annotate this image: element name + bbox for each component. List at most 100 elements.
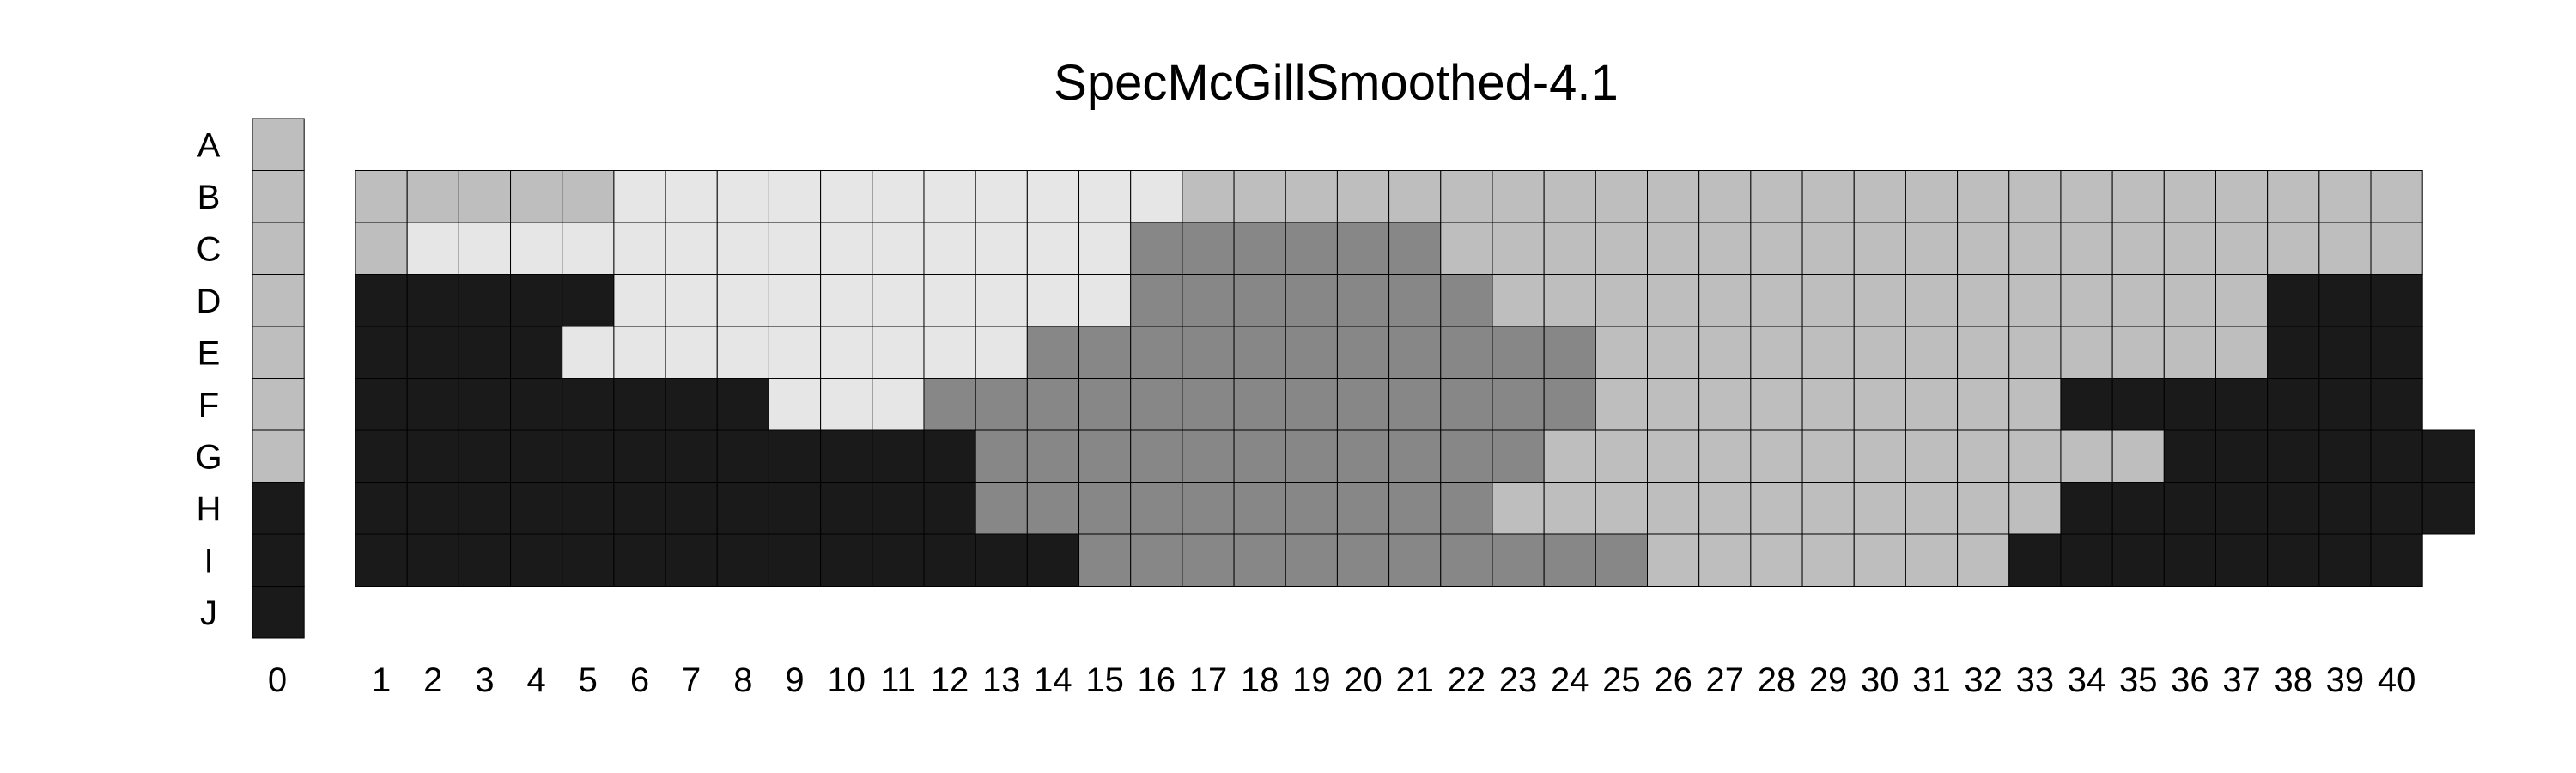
grid-cell-i-7 [665, 533, 718, 587]
grid-cell-f-5 [562, 378, 615, 431]
grid-cell-g-15 [1078, 429, 1132, 483]
grid-cell-i-21 [1388, 533, 1442, 587]
grid-cell-b-17 [1182, 170, 1235, 223]
grid-cell-h-16 [1130, 482, 1183, 535]
grid-cell-g-24 [1543, 429, 1596, 483]
grid-cell-h-38 [2267, 482, 2320, 535]
side-column [252, 118, 305, 639]
grid-cell-b-7 [665, 170, 718, 223]
grid-cell-c-39 [2318, 222, 2372, 275]
grid-cell-i-24 [1543, 533, 1596, 587]
grid-cell-h-39 [2318, 482, 2372, 535]
grid-cell-b-23 [1492, 170, 1545, 223]
grid-cell-i-23 [1492, 533, 1545, 587]
grid-cell-e-11 [872, 326, 925, 379]
grid-cell-c-16 [1130, 222, 1183, 275]
grid-cell-c-14 [1026, 222, 1080, 275]
grid-cell-g-undefined [2421, 429, 2475, 483]
grid-cell-i-13 [975, 533, 1028, 587]
grid-cell-h-30 [1853, 482, 1906, 535]
grid-cell-g-14 [1026, 429, 1080, 483]
grid-cell-e-27 [1698, 326, 1752, 379]
grid-cell-h-21 [1388, 482, 1442, 535]
grid-cell-i-4 [510, 533, 563, 587]
grid-cell-e-5 [562, 326, 615, 379]
grid-cell-e-13 [975, 326, 1028, 379]
grid-cell-b-3 [458, 170, 512, 223]
grid-cell-d-33 [2008, 274, 2062, 327]
grid-cell-f-10 [820, 378, 873, 431]
grid-cell-i-12 [923, 533, 976, 587]
grid-cell-d-2 [406, 274, 459, 327]
grid-cell-d-38 [2267, 274, 2320, 327]
grid-cell-f-19 [1285, 378, 1338, 431]
grid-cell-f-12 [923, 378, 976, 431]
grid-cell-c-35 [2111, 222, 2165, 275]
grid-cell-i-37 [2215, 533, 2269, 587]
grid-cell-f-33 [2008, 378, 2062, 431]
grid-cell-c-38 [2267, 222, 2320, 275]
grid-cell-c-24 [1543, 222, 1596, 275]
grid-cell-b-9 [768, 170, 822, 223]
grid-cell-d-1 [355, 274, 408, 327]
grid-cell-f-24 [1543, 378, 1596, 431]
grid-cell-g-12 [923, 429, 976, 483]
grid-cell-i-35 [2111, 533, 2165, 587]
side-cell-b [252, 170, 305, 223]
grid-cell-b-13 [975, 170, 1028, 223]
grid-cell-h-27 [1698, 482, 1752, 535]
grid-cell-e-22 [1440, 326, 1493, 379]
side-cell-g [252, 429, 305, 483]
grid-cell-d-40 [2370, 274, 2423, 327]
column-label-13: 13 [982, 661, 1021, 699]
grid-cell-i-29 [1801, 533, 1855, 587]
grid-cell-b-34 [2060, 170, 2113, 223]
grid-cell-h-23 [1492, 482, 1545, 535]
side-cell-c [252, 222, 305, 275]
grid-cell-e-39 [2318, 326, 2372, 379]
grid-cell-b-24 [1543, 170, 1596, 223]
grid-cell-d-18 [1233, 274, 1286, 327]
grid-cell-c-30 [1853, 222, 1906, 275]
grid-cell-h-37 [2215, 482, 2269, 535]
grid-cell-e-34 [2060, 326, 2113, 379]
column-label-25: 25 [1602, 661, 1641, 699]
grid-cell-d-6 [613, 274, 666, 327]
grid-cell-i-2 [406, 533, 459, 587]
side-cell-f [252, 378, 305, 431]
grid-cell-f-28 [1750, 378, 1803, 431]
column-label-18: 18 [1241, 661, 1279, 699]
row-label-d: D [197, 283, 222, 320]
grid-cell-g-26 [1647, 429, 1700, 483]
grid-cell-b-20 [1336, 170, 1390, 223]
grid-cell-g-6 [613, 429, 666, 483]
grid-cell-g-9 [768, 429, 822, 483]
grid-cell-e-36 [2163, 326, 2216, 379]
grid-cell-h-11 [872, 482, 925, 535]
grid-cell-h-19 [1285, 482, 1338, 535]
column-label-7: 7 [682, 661, 701, 699]
grid-cell-c-9 [768, 222, 822, 275]
row-label-i: I [204, 542, 213, 580]
grid-cell-d-3 [458, 274, 512, 327]
grid-cell-g-37 [2215, 429, 2269, 483]
grid-cell-f-2 [406, 378, 459, 431]
grid-cell-e-8 [716, 326, 769, 379]
grid-cell-g-21 [1388, 429, 1442, 483]
grid-cell-g-19 [1285, 429, 1338, 483]
grid-cell-e-31 [1905, 326, 1959, 379]
grid-cell-f-30 [1853, 378, 1906, 431]
grid-cell-d-20 [1336, 274, 1390, 327]
grid-cell-h-2 [406, 482, 459, 535]
grid-cell-c-13 [975, 222, 1028, 275]
column-label-35: 35 [2119, 661, 2158, 699]
grid-cell-f-15 [1078, 378, 1132, 431]
column-label-8: 8 [733, 661, 752, 699]
grid-cell-d-28 [1750, 274, 1803, 327]
grid-cell-b-11 [872, 170, 925, 223]
grid-cell-c-32 [1957, 222, 2010, 275]
grid-cell-g-3 [458, 429, 512, 483]
grid-cell-i-18 [1233, 533, 1286, 587]
grid-cell-h-18 [1233, 482, 1286, 535]
grid-cell-c-19 [1285, 222, 1338, 275]
